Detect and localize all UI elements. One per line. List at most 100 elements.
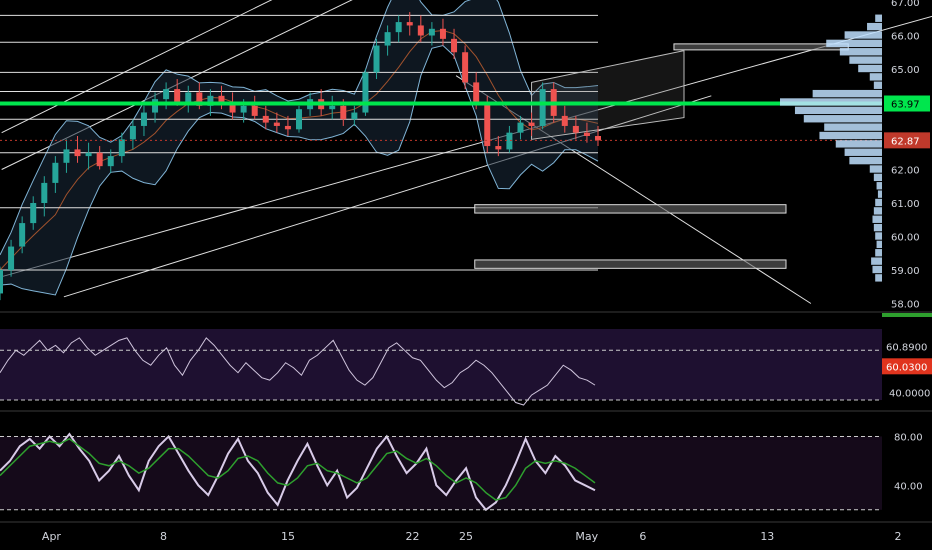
volume-profile-bar	[872, 215, 882, 223]
candle-body	[85, 152, 92, 157]
rsi-line	[0, 337, 596, 406]
candle-body	[273, 122, 280, 126]
volume-profile-bar	[839, 48, 882, 56]
candle-body	[384, 32, 391, 46]
rsi-tick-label: 40.0000	[889, 389, 930, 400]
x-tick-label: 2	[895, 530, 902, 543]
candle-body	[196, 92, 203, 106]
price-tag-label: 63.97	[891, 100, 920, 111]
candle-body	[329, 105, 336, 110]
candle-body	[251, 105, 258, 116]
stoch-band-fill	[0, 436, 882, 510]
bollinger-upper	[0, 0, 599, 256]
x-tick-label: 13	[760, 530, 774, 543]
candle-body	[8, 246, 15, 270]
green-resistance-line	[0, 101, 882, 106]
volume-profile-bar	[849, 56, 882, 64]
x-tick-label: 15	[281, 530, 295, 543]
x-tick-label: 22	[406, 530, 420, 543]
volume-profile-bar	[873, 207, 882, 215]
volume-profile-bar	[824, 123, 882, 131]
rsi-tag-label: 60.8900	[886, 342, 927, 353]
candle-body	[107, 156, 114, 167]
y-tick-label: 60.00	[891, 233, 920, 244]
candle-body	[340, 105, 347, 120]
x-tick-label: 8	[160, 530, 167, 543]
x-tick-label: Apr	[42, 530, 62, 543]
candle-body	[506, 132, 513, 150]
volume-profile-bar	[819, 131, 882, 140]
volume-profile-bar	[873, 81, 882, 89]
volume-profile-bar	[873, 173, 882, 182]
volume-profile-bar	[867, 22, 882, 31]
candle-body	[417, 25, 424, 36]
volume-profile-bar	[826, 39, 882, 48]
volume-profile-bar	[875, 198, 882, 207]
candle-body	[207, 95, 214, 106]
rsi-axis-marker	[882, 313, 932, 317]
candle-body	[0, 270, 3, 294]
supply-demand-zone	[474, 259, 787, 269]
volume-profile-bar	[875, 274, 882, 282]
volume-profile-bar	[876, 240, 882, 249]
candle-body	[284, 125, 291, 130]
candle-body	[63, 149, 70, 163]
candle-body	[152, 99, 159, 113]
volume-profile-bar	[844, 148, 882, 156]
volume-profile-bar	[875, 14, 882, 22]
volume-profile-bar	[869, 73, 882, 81]
candle-body	[19, 223, 26, 247]
y-tick-label: 62.00	[891, 166, 920, 177]
candle-body	[30, 203, 37, 224]
trend-line	[1, 15, 932, 278]
y-tick-label: 59.00	[891, 266, 920, 277]
supply-demand-zone	[474, 204, 787, 214]
candle-body	[262, 115, 269, 123]
volume-profile-bar	[835, 140, 882, 148]
trend-line	[1, 0, 273, 134]
volume-profile-bar	[844, 31, 882, 39]
volume-profile-bar	[877, 190, 882, 198]
candle-body	[484, 102, 491, 147]
rsi-tag	[882, 338, 932, 355]
volume-profile-bar	[849, 156, 882, 165]
candle-body	[572, 125, 579, 133]
candle-body	[240, 105, 247, 113]
volume-profile-bar	[780, 98, 882, 106]
volume-profile-bar	[858, 64, 882, 73]
candle-body	[129, 125, 136, 140]
candle-body	[583, 132, 590, 136]
volume-profile-bar	[871, 257, 882, 265]
candle-body	[395, 22, 402, 33]
volume-profile-bar	[876, 182, 882, 190]
candle-body	[163, 89, 170, 100]
x-tick-label: 6	[639, 530, 646, 543]
stoch-tick-label: 40.00	[894, 481, 923, 492]
y-tick-label: 67.00	[891, 0, 920, 9]
axes: 67.0066.0065.0064.0062.0061.0060.0059.00…	[42, 0, 932, 543]
candle-body	[296, 109, 302, 130]
volume-profile-bar	[803, 115, 882, 123]
candle-body	[52, 162, 59, 183]
rsi-tag	[882, 358, 932, 375]
rsi-pane	[0, 337, 882, 406]
volume-profile-bar	[873, 223, 882, 232]
x-tick-label: May	[575, 530, 598, 543]
supply-demand-zone	[673, 43, 849, 51]
candle-body	[41, 182, 48, 203]
volume-profile-bar	[812, 89, 882, 98]
y-tick-label: 65.00	[891, 65, 920, 76]
stochastic-pane	[0, 432, 882, 512]
candle-body	[451, 38, 458, 53]
bollinger-lower	[0, 44, 599, 296]
y-tick-label: 58.00	[891, 300, 920, 311]
price-pane	[0, 0, 932, 304]
candle-body	[462, 52, 469, 83]
candle-body	[561, 115, 568, 126]
candle-body	[373, 45, 380, 73]
candle-body	[528, 122, 535, 126]
candle-body	[96, 152, 103, 167]
candle-body	[595, 136, 601, 141]
